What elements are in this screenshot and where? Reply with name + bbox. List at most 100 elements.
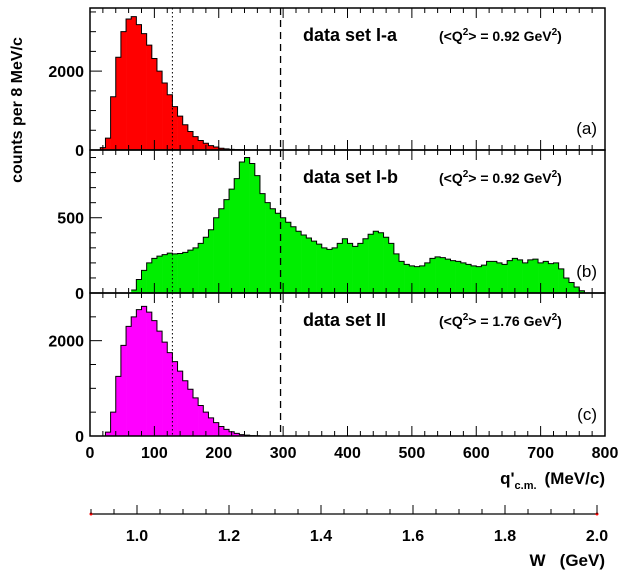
histogram-bar: [460, 262, 467, 293]
histogram-bar: [126, 19, 132, 150]
histogram-bar: [445, 259, 451, 293]
histogram-bar: [162, 82, 168, 150]
y-tick-label: 0: [75, 143, 84, 160]
histogram-bar: [239, 162, 245, 293]
panel-label: (b): [576, 262, 597, 281]
histogram-bar: [136, 309, 142, 436]
histogram-bar: [502, 264, 508, 293]
y-axis-label: counts per 8 MeV/c: [9, 37, 26, 183]
histogram-bar: [383, 237, 389, 293]
histogram-bar: [414, 266, 420, 293]
histogram-bar: [208, 145, 214, 150]
histogram-bar: [203, 412, 209, 436]
q2-annotation: (<Q2> = 0.92 GeV2): [439, 169, 562, 186]
histogram-bar: [120, 31, 127, 151]
histogram-bar: [120, 345, 127, 436]
histogram-bar: [218, 148, 225, 150]
histogram-bar: [208, 417, 214, 436]
histogram-bar: [450, 260, 456, 293]
x-tick-label: 800: [592, 445, 619, 462]
y-tick-label: 2000: [48, 64, 84, 81]
histogram-bar: [213, 147, 220, 150]
histogram-bar: [234, 433, 240, 436]
histogram-bar: [177, 253, 183, 293]
histogram-bar: [177, 116, 183, 150]
histogram-bar: [167, 94, 173, 150]
histogram-bar: [115, 376, 122, 436]
histogram-bar: [491, 261, 498, 293]
x-tick-label: 300: [270, 445, 297, 462]
histogram-bar: [110, 96, 117, 150]
histogram-bar: [146, 262, 153, 293]
histogram-bar: [182, 380, 189, 436]
histogram-bar: [146, 45, 153, 151]
histogram-bar: [167, 352, 173, 436]
histogram-bar: [357, 243, 364, 293]
histogram-bar: [496, 262, 503, 293]
panel-title: data set I-a: [303, 25, 398, 45]
histogram-bar: [131, 289, 137, 293]
histogram-bar: [301, 235, 307, 293]
histogram-bar: [156, 331, 163, 436]
histogram-bar: [249, 163, 256, 293]
histogram-bar: [486, 261, 492, 293]
histogram-bar: [527, 259, 534, 293]
panel-title: data set I-b: [303, 167, 398, 187]
x-tick-label: 500: [399, 445, 426, 462]
histogram-bar: [553, 262, 559, 293]
panel-a: 0 2000 data set I-a (<Q2> = 0.92 GeV2) (a): [48, 7, 606, 160]
histogram-bar: [440, 257, 446, 293]
histogram-bar: [429, 258, 436, 293]
histogram-bar: [203, 237, 209, 293]
histogram-bar: [167, 253, 173, 293]
histogram-bar: [244, 157, 250, 293]
histogram-bar: [218, 426, 225, 436]
histogram-outline: [90, 305, 266, 437]
histogram-outline: [90, 16, 255, 151]
histogram-bar: [187, 250, 194, 293]
histogram-bar: [296, 231, 302, 293]
histogram-bar: [259, 193, 266, 293]
histogram-bar: [177, 371, 183, 436]
histogram-bar: [326, 249, 333, 293]
histogram-bar: [476, 266, 482, 293]
y-tick-label: 500: [57, 211, 84, 228]
x-tick-label: 400: [334, 445, 361, 462]
histogram-bar: [574, 286, 580, 293]
histogram-bar: [146, 312, 153, 436]
histogram-bar: [213, 217, 220, 293]
histogram-bar: [332, 247, 338, 293]
histogram-bar: [198, 243, 204, 293]
histogram-bar: [368, 234, 374, 293]
histogram-bar: [378, 232, 384, 293]
histogram-bar: [548, 263, 554, 293]
q-axis: 0 100 200 300 400 500 600 700 800 q'c.m. (MeV/c): [86, 445, 619, 492]
histogram-bar: [471, 265, 477, 293]
histogram-bar: [399, 261, 405, 293]
histogram-bar: [512, 258, 518, 293]
histogram-c: [105, 306, 261, 436]
histogram-bar: [568, 282, 575, 293]
histogram-bar: [182, 124, 189, 150]
y-tick-label: 0: [75, 429, 84, 446]
histogram-bar: [275, 213, 281, 293]
q2-annotation: (<Q2> = 0.92 GeV2): [439, 27, 562, 44]
histogram-bar: [218, 208, 225, 293]
histogram-bar: [373, 231, 379, 293]
histogram-bar: [131, 316, 137, 436]
histogram-bar: [198, 140, 204, 150]
histogram-bar: [156, 71, 163, 150]
histogram-bar: [223, 199, 230, 293]
histogram-a: [100, 16, 250, 151]
w-tick-label: 1.8: [494, 528, 516, 545]
histogram-bar: [115, 57, 122, 150]
histogram-b: [131, 157, 585, 293]
histogram-bar: [141, 33, 147, 151]
histogram-bar: [280, 217, 286, 293]
histogram-bar: [151, 58, 158, 150]
histogram-bar: [270, 208, 276, 293]
histogram-bar: [254, 175, 261, 293]
histogram-bar: [110, 412, 117, 436]
histogram-bar: [424, 262, 431, 293]
